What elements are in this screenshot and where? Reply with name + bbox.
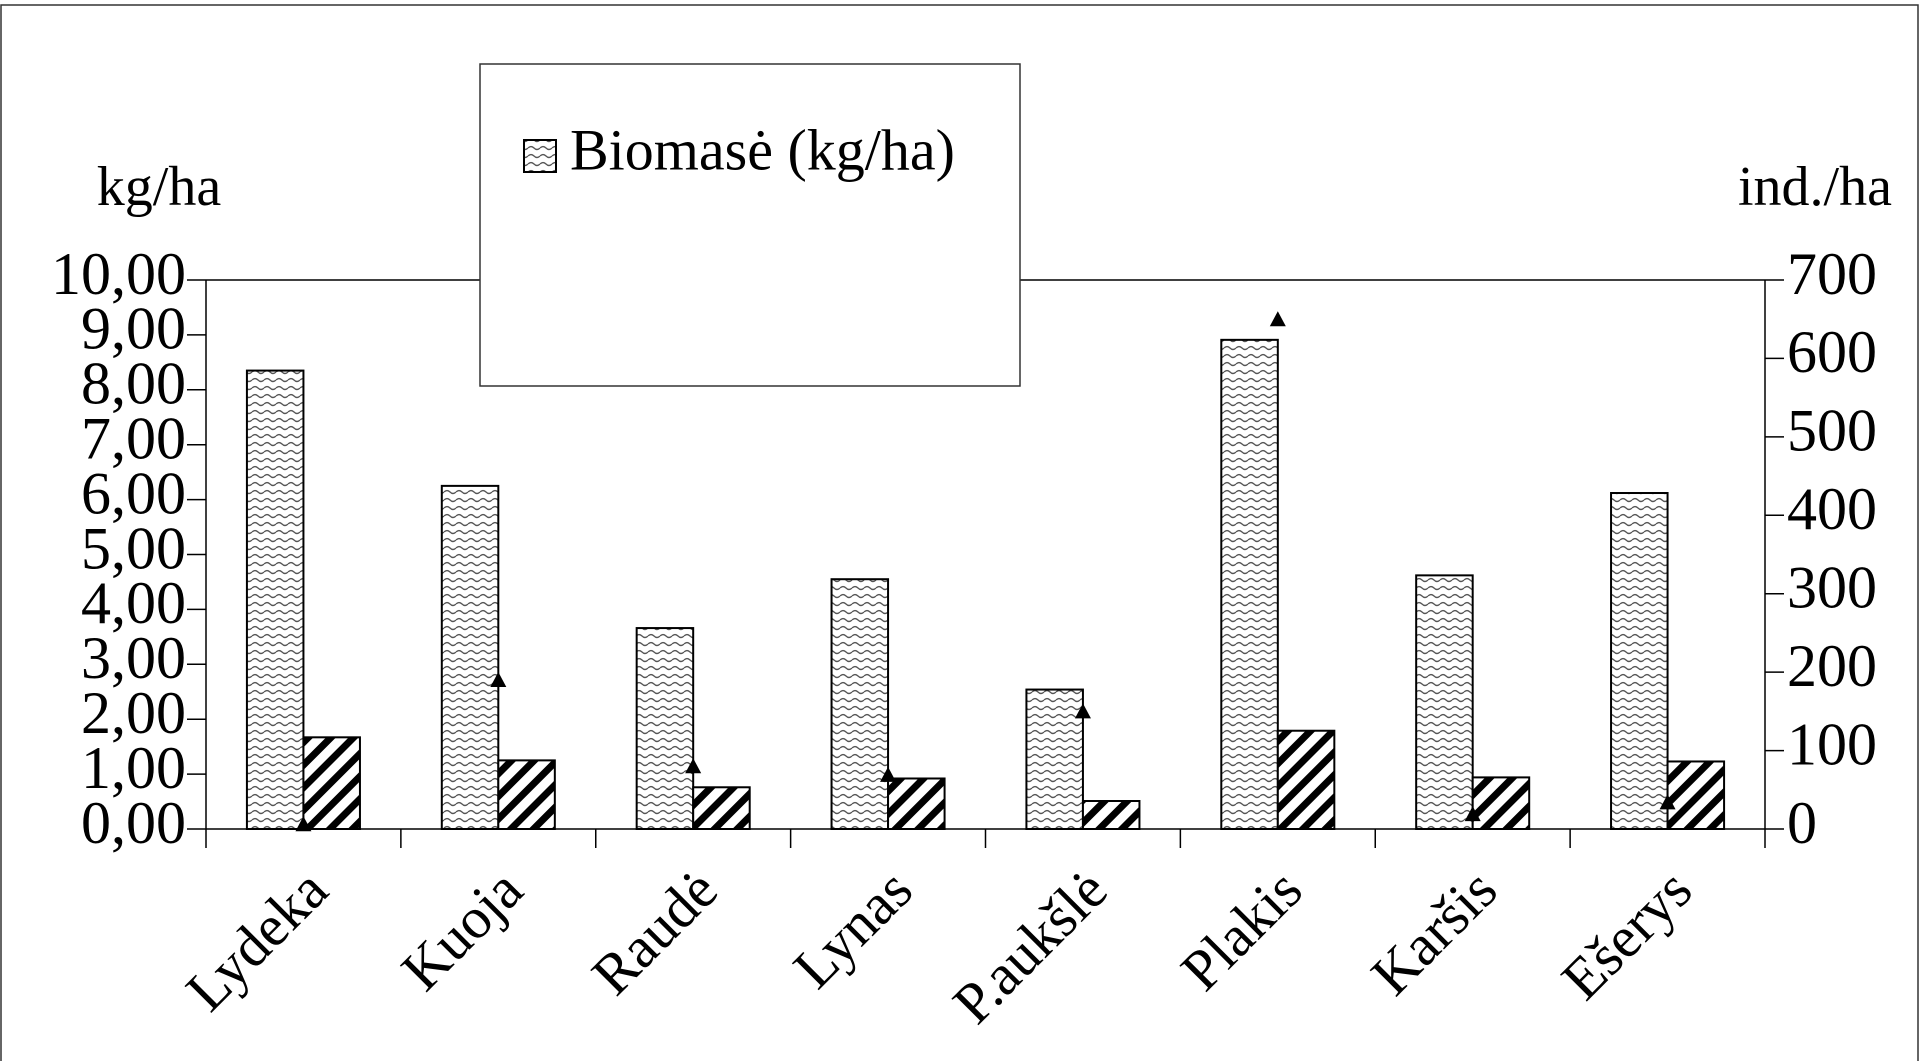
- x-tick-label: Raudė: [579, 857, 730, 1008]
- x-tick-label: Lynas: [781, 857, 925, 1001]
- y-tick-label: 8,00: [81, 351, 186, 417]
- triangle-marker: [1269, 311, 1286, 327]
- x-tick-label: P.aukšlė: [940, 857, 1119, 1036]
- legend-label: Biomasė (kg/ha): [570, 117, 955, 182]
- bar: [1276, 729, 1336, 830]
- bar: [1220, 338, 1279, 830]
- bar: [1666, 760, 1726, 831]
- bar: [1081, 800, 1141, 830]
- y-tick-label: 5,00: [81, 515, 186, 581]
- triangle-marker: [295, 816, 312, 832]
- x-tick-label: Kuoja: [389, 857, 535, 1003]
- bar: [692, 786, 751, 830]
- bar: [830, 578, 890, 831]
- y-tick-label: 1,00: [81, 735, 186, 801]
- y-tick-label: 2,00: [81, 680, 186, 746]
- triangle-marker: [490, 671, 507, 687]
- y-tick-label: 9,00: [81, 296, 186, 362]
- bar: [497, 759, 556, 830]
- x-tick-label: Plakis: [1168, 857, 1314, 1003]
- triangle-marker: [1464, 806, 1481, 822]
- y-tick-label: 7,00: [81, 405, 186, 471]
- x-tick-label: Lydeka: [173, 857, 340, 1024]
- legend-box: [479, 63, 1021, 387]
- y-axis-label: kg/ha: [97, 156, 222, 218]
- y2-tick-label: 100: [1787, 711, 1877, 777]
- y2-tick-label: 600: [1787, 319, 1877, 385]
- y2-tick-label: 500: [1787, 398, 1877, 464]
- x-tick-label: Ešerys: [1549, 857, 1704, 1012]
- y-tick-label: 10,00: [51, 241, 186, 307]
- bar: [887, 777, 946, 831]
- y2-tick-label: 200: [1787, 633, 1877, 699]
- bar: [1415, 574, 1474, 830]
- triangle-marker: [1659, 794, 1676, 810]
- y2-tick-label: 0: [1787, 790, 1817, 856]
- bar: [635, 627, 695, 830]
- triangle-marker: [685, 758, 702, 774]
- y-tick-label: 4,00: [81, 570, 186, 636]
- frame: [0, 4, 1919, 1061]
- y-tick-label: 6,00: [81, 460, 186, 526]
- bar: [440, 484, 500, 830]
- triangle-marker: [880, 766, 897, 782]
- legend: Biomasė (kg/ha): [479, 63, 1021, 387]
- x-tick-label: Karšis: [1359, 857, 1510, 1008]
- legend-swatch: [523, 139, 557, 173]
- bar: [302, 736, 361, 831]
- y2-axis-label: ind./ha: [1738, 156, 1892, 218]
- y2-tick-label: 400: [1787, 476, 1877, 542]
- bar: [1610, 492, 1669, 830]
- y2-tick-label: 700: [1787, 241, 1877, 307]
- y2-tick-label: 300: [1787, 554, 1877, 620]
- y-tick-label: 3,00: [81, 625, 186, 691]
- bar: [1471, 776, 1531, 830]
- bar: [245, 369, 305, 830]
- bar: [1025, 688, 1084, 831]
- y-tick-label: 0,00: [81, 790, 186, 856]
- triangle-marker: [1074, 703, 1091, 719]
